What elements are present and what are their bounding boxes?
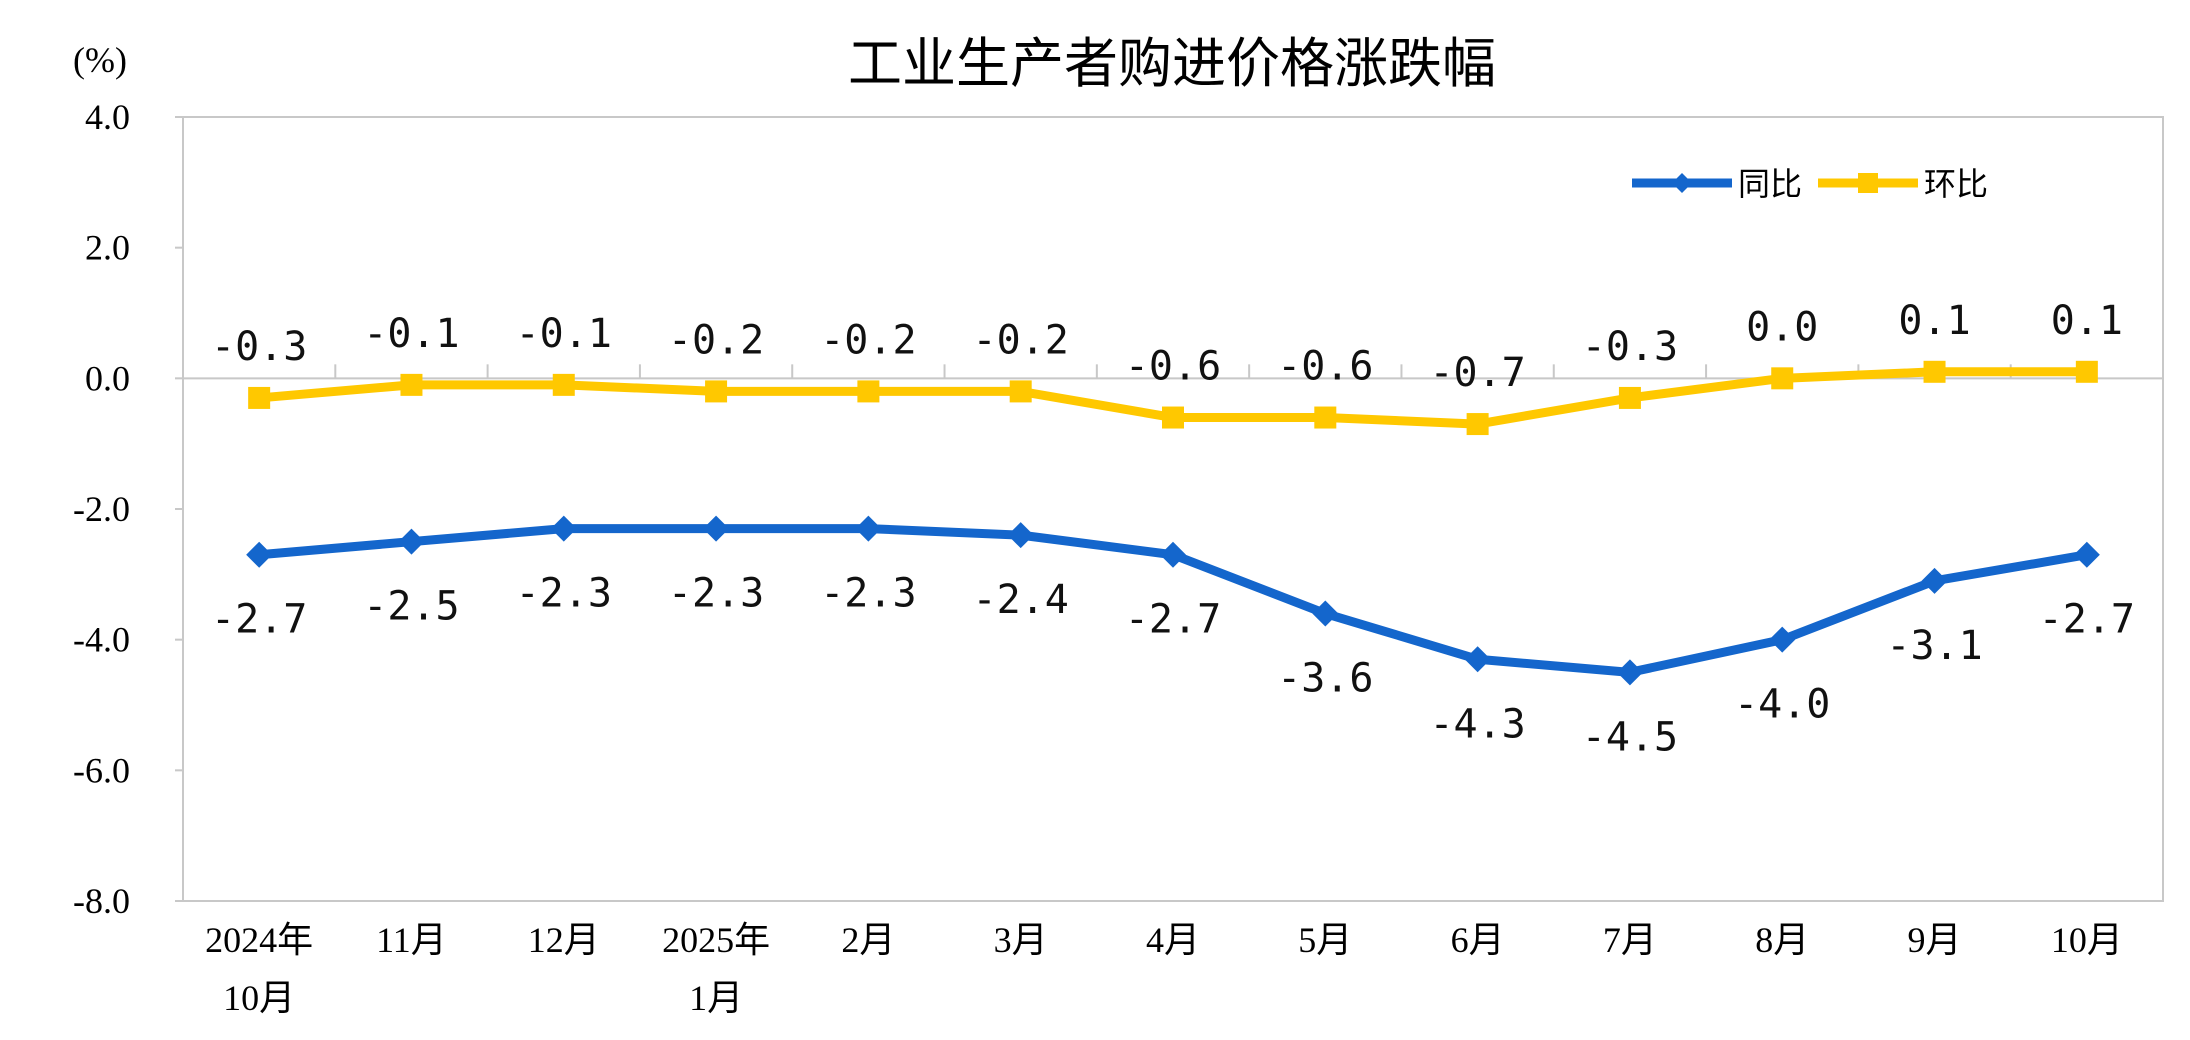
y-axis-unit: (%) (73, 40, 127, 80)
data-point-marker (246, 541, 273, 568)
x-tick-label: 5月 (1298, 920, 1352, 960)
data-point-marker (855, 515, 882, 542)
x-tick-label: 2024年 (205, 920, 313, 960)
data-label: -0.7 (1429, 350, 1525, 396)
x-tick-label: 10月 (2051, 920, 2123, 960)
chart-title: 工业生产者购进价格涨跌幅 (848, 32, 1496, 95)
data-point-marker (1314, 406, 1337, 429)
x-tick-label: 6月 (1451, 920, 1505, 960)
x-tick-label: 1月 (689, 978, 743, 1018)
data-label: -2.5 (363, 584, 459, 630)
data-point-marker (1160, 541, 1186, 568)
data-point-marker (2075, 360, 2098, 383)
x-tick-label: 4月 (1146, 920, 1200, 960)
data-label: -4.3 (1429, 701, 1525, 747)
data-point-marker (1771, 367, 1794, 390)
x-tick-label: 12月 (528, 920, 600, 960)
data-point-marker (398, 528, 425, 555)
data-label: -2.7 (211, 597, 307, 643)
data-label: -0.2 (668, 317, 764, 363)
legend-marker (1672, 173, 1692, 193)
data-point-marker (1921, 567, 1948, 594)
data-label: -3.1 (1886, 623, 1982, 669)
data-point-marker (1007, 522, 1034, 549)
data-point-marker (1464, 646, 1491, 673)
data-label: -0.2 (973, 317, 1069, 363)
data-label: -3.6 (1277, 656, 1373, 702)
data-label: -2.3 (516, 571, 612, 617)
x-tick-label: 9月 (1908, 920, 1962, 960)
legend: 同比 环比 (1632, 165, 1988, 203)
data-point-marker (1923, 360, 1946, 383)
x-tick-label: 3月 (994, 920, 1048, 960)
legend-label: 同比 (1738, 165, 1802, 203)
data-point-marker (550, 515, 577, 542)
x-tick-label: 11月 (376, 920, 447, 960)
x-tick-label: 2月 (841, 920, 895, 960)
data-label: -0.6 (1125, 344, 1221, 390)
data-label: 0.1 (1898, 298, 1970, 344)
legend-label: 环比 (1924, 165, 1988, 203)
y-tick-label: 4.0 (85, 97, 130, 137)
data-label: -0.3 (1582, 324, 1678, 370)
data-point-marker (2073, 541, 2100, 568)
data-label: -2.4 (973, 577, 1069, 623)
data-point-marker (703, 515, 730, 542)
x-tick-label: 10月 (223, 978, 295, 1018)
data-point-marker (552, 373, 575, 396)
x-tick-label: 7月 (1603, 920, 1657, 960)
data-label: -0.1 (363, 311, 459, 357)
data-label: -2.3 (820, 571, 916, 617)
data-point-marker (1618, 386, 1641, 409)
data-label: -2.3 (668, 571, 764, 617)
data-label: -0.1 (516, 311, 612, 357)
data-label: -4.5 (1582, 714, 1678, 760)
data-point-marker (1009, 380, 1032, 403)
y-tick-label: -4.0 (73, 620, 130, 660)
data-label: -2.7 (2039, 597, 2135, 643)
x-tick-label: 2025年 (662, 920, 770, 960)
data-label: -2.7 (1125, 597, 1221, 643)
data-label: -0.3 (211, 324, 307, 370)
y-tick-label: -6.0 (73, 750, 130, 790)
data-label: -4.0 (1734, 682, 1830, 728)
y-tick-label: -2.0 (73, 489, 130, 529)
data-point-marker (1466, 413, 1489, 436)
y-tick-label: 0.0 (85, 358, 130, 398)
y-tick-label: -8.0 (73, 881, 130, 921)
data-point-marker (857, 380, 880, 403)
plot-area (182, 116, 2164, 902)
data-point-marker (1616, 659, 1643, 686)
data-label: -0.6 (1277, 344, 1373, 390)
data-label: -0.2 (820, 317, 916, 363)
data-label: 0.0 (1746, 304, 1818, 350)
data-label: 0.1 (2051, 298, 2123, 344)
data-point-marker (1162, 406, 1184, 429)
data-point-marker (1312, 600, 1339, 627)
legend-marker (1858, 173, 1878, 193)
data-point-marker (1769, 626, 1796, 653)
data-point-marker (248, 386, 271, 409)
y-tick-label: 2.0 (85, 228, 130, 268)
data-point-marker (705, 380, 728, 403)
data-point-marker (400, 373, 423, 396)
x-tick-label: 8月 (1755, 920, 1809, 960)
